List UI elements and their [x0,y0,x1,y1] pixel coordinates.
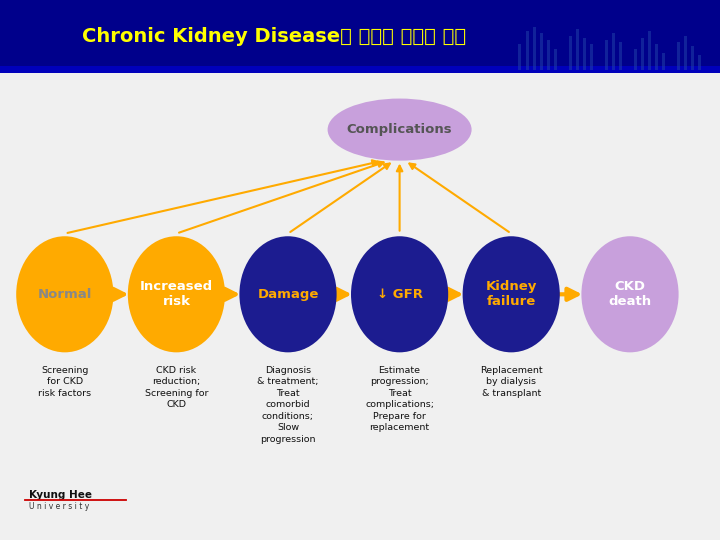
FancyBboxPatch shape [533,27,536,70]
FancyBboxPatch shape [576,29,579,70]
FancyBboxPatch shape [590,44,593,70]
FancyBboxPatch shape [691,46,694,70]
FancyBboxPatch shape [540,33,543,70]
Text: Complications: Complications [347,123,452,136]
FancyBboxPatch shape [684,36,687,70]
FancyBboxPatch shape [518,44,521,70]
FancyBboxPatch shape [612,33,615,70]
FancyBboxPatch shape [634,49,636,70]
FancyBboxPatch shape [583,38,586,70]
FancyBboxPatch shape [641,38,644,70]
Text: Kidney
failure: Kidney failure [485,280,537,308]
Ellipse shape [328,98,472,161]
Text: Diagnosis
& treatment;
Treat
comorbid
conditions;
Slow
progression: Diagnosis & treatment; Treat comorbid co… [257,366,319,443]
FancyBboxPatch shape [698,55,701,70]
Text: CKD risk
reduction;
Screening for
CKD: CKD risk reduction; Screening for CKD [145,366,208,409]
FancyBboxPatch shape [0,0,720,73]
Text: Damage: Damage [257,288,319,301]
Text: Normal: Normal [37,288,92,301]
Text: CKD
death: CKD death [608,280,652,308]
Text: U n i v e r s i t y: U n i v e r s i t y [29,502,89,511]
Text: Increased
risk: Increased risk [140,280,213,308]
FancyBboxPatch shape [619,42,622,70]
Ellipse shape [462,237,560,352]
FancyBboxPatch shape [554,49,557,70]
Ellipse shape [128,237,225,352]
FancyBboxPatch shape [655,44,658,70]
Text: Chronic Kidney Disease의 진행과 치료적 접근: Chronic Kidney Disease의 진행과 치료적 접근 [81,27,466,46]
FancyBboxPatch shape [526,31,528,70]
FancyBboxPatch shape [547,40,550,70]
Ellipse shape [351,237,448,352]
FancyBboxPatch shape [0,66,720,73]
FancyBboxPatch shape [648,31,651,70]
Ellipse shape [16,237,114,352]
FancyBboxPatch shape [662,53,665,70]
FancyBboxPatch shape [677,42,680,70]
Text: Kyung Hee: Kyung Hee [29,489,92,500]
Text: Screening
for CKD
risk factors: Screening for CKD risk factors [38,366,91,398]
Text: Estimate
progression;
Treat
complications;
Prepare for
replacement: Estimate progression; Treat complication… [365,366,434,432]
FancyBboxPatch shape [569,36,572,70]
Text: ↓ GFR: ↓ GFR [377,288,423,301]
Ellipse shape [239,237,337,352]
Text: Replacement
by dialysis
& transplant: Replacement by dialysis & transplant [480,366,542,398]
FancyBboxPatch shape [605,40,608,70]
Ellipse shape [582,237,679,352]
